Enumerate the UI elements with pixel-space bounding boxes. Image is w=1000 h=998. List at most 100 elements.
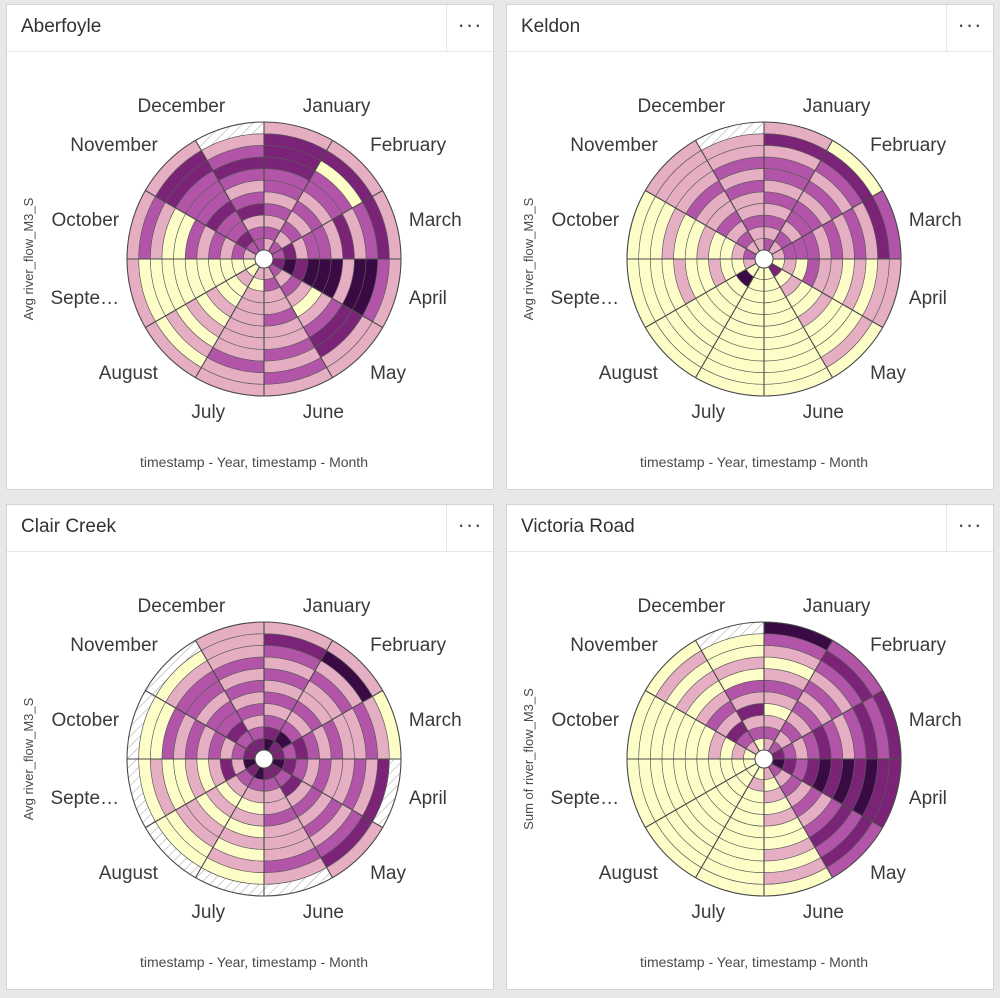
month-label: November [570, 135, 658, 156]
month-divider [768, 140, 833, 252]
month-divider [771, 763, 883, 828]
x-axis-label: timestamp - Year, timestamp - Month [640, 454, 868, 470]
month-label: July [191, 902, 225, 923]
month-label: April [409, 788, 447, 809]
month-divider [195, 766, 260, 878]
month-label: January [303, 96, 371, 117]
y-axis-label: Sum of river_flow_M3_S [521, 688, 536, 830]
month-divider [695, 766, 760, 878]
panel-title: Aberfoyle [21, 16, 102, 37]
month-label: August [599, 863, 659, 884]
month-divider [195, 266, 260, 378]
radial-heatmap-chart: January February March April May June July Augu… [521, 96, 962, 470]
month-label: February [370, 635, 447, 656]
month-divider [271, 690, 383, 755]
month-label: May [370, 363, 406, 384]
month-divider [645, 263, 757, 328]
month-label: Septe… [50, 288, 119, 309]
month-label: December [138, 96, 226, 117]
month-label: January [803, 96, 871, 117]
x-axis-label: timestamp - Year, timestamp - Month [140, 954, 368, 970]
y-axis-label: Avg river_flow_M3_S [21, 197, 36, 320]
ellipsis-icon[interactable]: ··· [946, 5, 993, 51]
month-divider [268, 640, 333, 752]
center-hole [754, 249, 774, 269]
month-label: August [99, 363, 159, 384]
center-hole [254, 249, 274, 269]
month-label: May [870, 863, 906, 884]
month-label: March [409, 210, 462, 231]
month-label: Septe… [550, 788, 619, 809]
month-divider [145, 190, 257, 255]
month-label: July [691, 902, 725, 923]
month-label: December [638, 596, 726, 617]
panel-clair-creek: Clair Creek ··· January February March Apri… [6, 504, 494, 990]
month-label: October [52, 210, 120, 231]
month-label: May [370, 863, 406, 884]
x-axis-label: timestamp - Year, timestamp - Month [140, 454, 368, 470]
panel-aberfoyle: Aberfoyle ··· January February March April M… [6, 4, 494, 490]
month-label: January [803, 596, 871, 617]
month-label: November [70, 635, 158, 656]
month-label: December [638, 96, 726, 117]
month-label: June [303, 902, 344, 923]
x-axis-label: timestamp - Year, timestamp - Month [640, 954, 868, 970]
month-label: October [52, 710, 120, 731]
panel-keldon: Keldon ··· January February March April May J… [506, 4, 994, 490]
month-label: October [552, 210, 620, 231]
month-label: March [409, 710, 462, 731]
month-divider [145, 690, 257, 755]
month-label: March [909, 210, 962, 231]
month-label: April [909, 788, 947, 809]
month-divider [145, 263, 257, 328]
month-divider [645, 690, 757, 755]
month-label: Septe… [50, 788, 119, 809]
month-label: July [191, 402, 225, 423]
radial-heatmap-chart: January February March April May June July Augu… [521, 596, 962, 970]
month-label: May [870, 363, 906, 384]
month-label: October [552, 710, 620, 731]
month-label: June [803, 402, 844, 423]
outer-ring [126, 121, 402, 397]
y-axis-label: Avg river_flow_M3_S [521, 197, 536, 320]
ellipsis-icon[interactable]: ··· [446, 5, 493, 51]
month-divider [695, 640, 760, 752]
month-divider [768, 766, 833, 878]
month-divider [271, 190, 383, 255]
ellipsis-icon[interactable]: ··· [446, 505, 493, 551]
month-divider [645, 763, 757, 828]
panel-title: Clair Creek [21, 516, 117, 537]
month-divider [271, 763, 383, 828]
month-divider [768, 266, 833, 378]
month-divider [768, 640, 833, 752]
month-divider [695, 140, 760, 252]
month-label: June [303, 402, 344, 423]
month-label: Septe… [550, 288, 619, 309]
month-divider [195, 640, 260, 752]
y-axis-label: Avg river_flow_M3_S [21, 697, 36, 820]
ellipsis-icon[interactable]: ··· [946, 505, 993, 551]
panel-header: Keldon ··· [507, 5, 993, 52]
month-divider [771, 690, 883, 755]
month-divider [268, 266, 333, 378]
month-label: January [303, 596, 371, 617]
outer-ring [626, 121, 902, 397]
month-divider [695, 266, 760, 378]
center-hole [754, 749, 774, 769]
month-label: November [70, 135, 158, 156]
month-divider [771, 190, 883, 255]
outer-ring [626, 621, 902, 897]
month-divider [271, 263, 383, 328]
radial-heatmap-chart: January February March April May June July Augu… [21, 596, 462, 970]
month-divider [195, 140, 260, 252]
month-divider [771, 263, 883, 328]
center-hole [254, 749, 274, 769]
month-label: April [409, 288, 447, 309]
month-label: February [870, 135, 947, 156]
month-label: February [370, 135, 447, 156]
month-divider [268, 766, 333, 878]
month-label: August [599, 363, 659, 384]
panel-title: Victoria Road [521, 516, 635, 537]
month-label: August [99, 863, 159, 884]
panel-header: Victoria Road ··· [507, 505, 993, 552]
